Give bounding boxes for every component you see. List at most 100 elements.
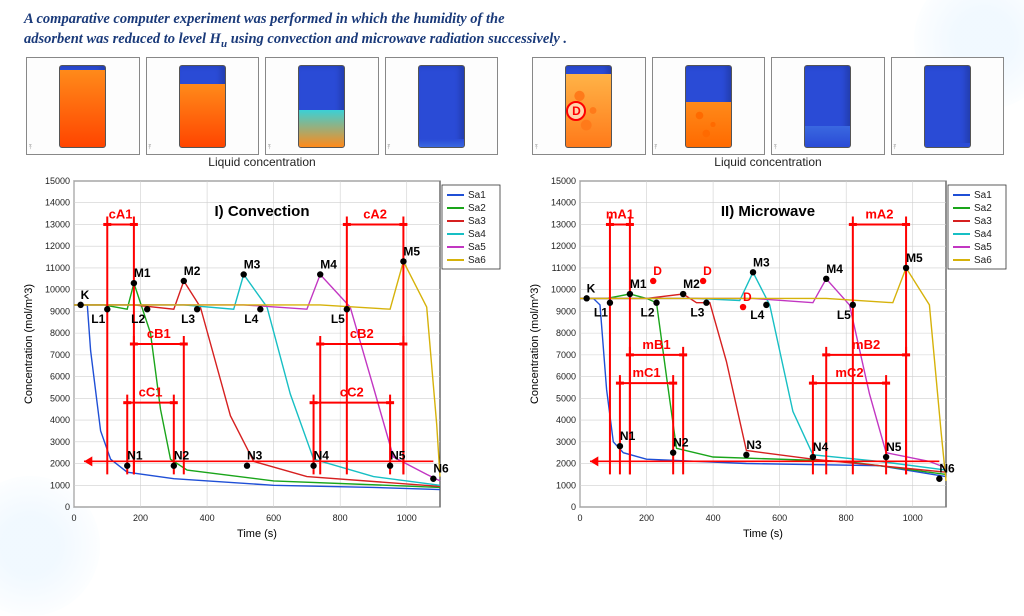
svg-text:3000: 3000 [50,437,70,447]
svg-text:8000: 8000 [50,328,70,338]
svg-text:N4: N4 [813,440,829,454]
svg-text:6000: 6000 [556,372,576,382]
svg-text:cC2: cC2 [340,385,364,400]
svg-text:200: 200 [639,513,654,523]
svg-text:M1: M1 [630,277,647,291]
svg-text:L5: L5 [837,308,851,322]
svg-text:D: D [653,264,662,278]
svg-text:M3: M3 [753,256,770,270]
svg-text:7000: 7000 [50,350,70,360]
svg-text:15000: 15000 [45,176,70,186]
thumb: ⤒ [385,57,499,155]
svg-text:N3: N3 [746,438,762,452]
svg-text:N2: N2 [673,436,689,450]
caption-line2a: adsorbent was reduced to level H [24,31,221,47]
thumb: ⤒ [771,57,885,155]
svg-text:N2: N2 [174,449,190,463]
svg-text:cB1: cB1 [147,326,171,341]
svg-text:L3: L3 [181,313,195,327]
svg-text:6000: 6000 [50,372,70,382]
svg-text:D: D [743,290,752,304]
thumb: ⤒ [265,57,379,155]
svg-text:L1: L1 [594,306,608,320]
svg-text:5000: 5000 [556,394,576,404]
svg-text:K: K [587,282,596,296]
svg-text:L2: L2 [131,313,145,327]
svg-text:M2: M2 [184,264,201,278]
svg-text:M1: M1 [134,266,151,280]
svg-text:12000: 12000 [45,241,70,251]
svg-text:M4: M4 [826,262,843,276]
svg-text:mC2: mC2 [835,365,863,380]
svg-text:cC1: cC1 [139,385,163,400]
svg-text:12000: 12000 [551,241,576,251]
thumbnails-right: ⤒D⤒⤒⤒ [524,57,1012,155]
svg-text:3000: 3000 [556,437,576,447]
svg-text:N1: N1 [620,429,636,443]
figure-caption: A comparative computer experiment was pe… [0,0,1024,55]
svg-text:1000: 1000 [556,481,576,491]
svg-text:0: 0 [71,513,76,523]
svg-text:K: K [81,288,90,302]
svg-text:200: 200 [133,513,148,523]
thumb: ⤒ [652,57,766,155]
svg-text:13000: 13000 [45,220,70,230]
svg-text:N1: N1 [127,449,143,463]
svg-text:N5: N5 [390,449,406,463]
svg-text:4000: 4000 [556,415,576,425]
svg-text:Sa4: Sa4 [468,229,486,240]
svg-text:N4: N4 [314,449,330,463]
chart-right: Liquid concentration 0100020003000400050… [524,169,1012,541]
svg-text:L4: L4 [750,308,764,322]
svg-text:2000: 2000 [556,459,576,469]
svg-text:Sa6: Sa6 [468,255,486,266]
svg-text:600: 600 [266,513,281,523]
svg-text:13000: 13000 [551,220,576,230]
svg-text:M3: M3 [244,258,261,272]
svg-text:N6: N6 [939,462,955,476]
svg-text:Time (s): Time (s) [237,528,277,540]
thumbnails-left: ⤒⤒⤒⤒ [18,57,506,155]
thumb: ⤒D [532,57,646,155]
thumb: ⤒ [891,57,1005,155]
svg-text:11000: 11000 [46,263,70,273]
svg-text:Time (s): Time (s) [743,528,783,540]
svg-text:10000: 10000 [551,285,576,295]
svg-text:L3: L3 [690,306,704,320]
panel-row: ⤒⤒⤒⤒ Liquid concentration 01000200030004… [0,55,1024,541]
svg-text:Concentration (mol/m^3): Concentration (mol/m^3) [23,284,35,404]
svg-text:1000: 1000 [903,513,923,523]
svg-text:10000: 10000 [45,285,70,295]
svg-text:8000: 8000 [556,328,576,338]
svg-text:L2: L2 [641,306,655,320]
svg-text:mC1: mC1 [632,365,660,380]
caption-line1: A comparative computer experiment was pe… [24,11,505,27]
svg-text:5000: 5000 [50,394,70,404]
svg-text:L5: L5 [331,313,345,327]
svg-text:M5: M5 [403,245,420,259]
chart-title-right: Liquid concentration [524,155,1012,169]
chart-left: Liquid concentration 0100020003000400050… [18,169,506,541]
svg-text:Sa5: Sa5 [468,242,486,253]
svg-text:1000: 1000 [50,481,70,491]
svg-text:4000: 4000 [50,415,70,425]
svg-text:Sa4: Sa4 [974,229,992,240]
svg-text:9000: 9000 [556,307,576,317]
chart-title-left: Liquid concentration [18,155,506,169]
panel-heading-right: II) Microwave [524,203,1012,220]
right-panel: ⤒D⤒⤒⤒ Liquid concentration 0100020003000… [524,57,1012,541]
panel-heading-left: I) Convection [18,203,506,220]
svg-text:11000: 11000 [552,263,576,273]
svg-text:Sa1: Sa1 [974,190,992,201]
chart-svg-right: 0100020003000400050006000700080009000100… [524,169,1012,541]
svg-text:N6: N6 [433,462,449,476]
svg-text:L1: L1 [91,313,105,327]
svg-text:800: 800 [333,513,348,523]
svg-text:2000: 2000 [50,459,70,469]
svg-text:0: 0 [65,502,70,512]
thumb: ⤒ [26,57,140,155]
svg-text:M2: M2 [683,277,700,291]
svg-text:Concentration (mol/m^3): Concentration (mol/m^3) [529,284,541,404]
svg-text:400: 400 [706,513,721,523]
svg-text:800: 800 [839,513,854,523]
